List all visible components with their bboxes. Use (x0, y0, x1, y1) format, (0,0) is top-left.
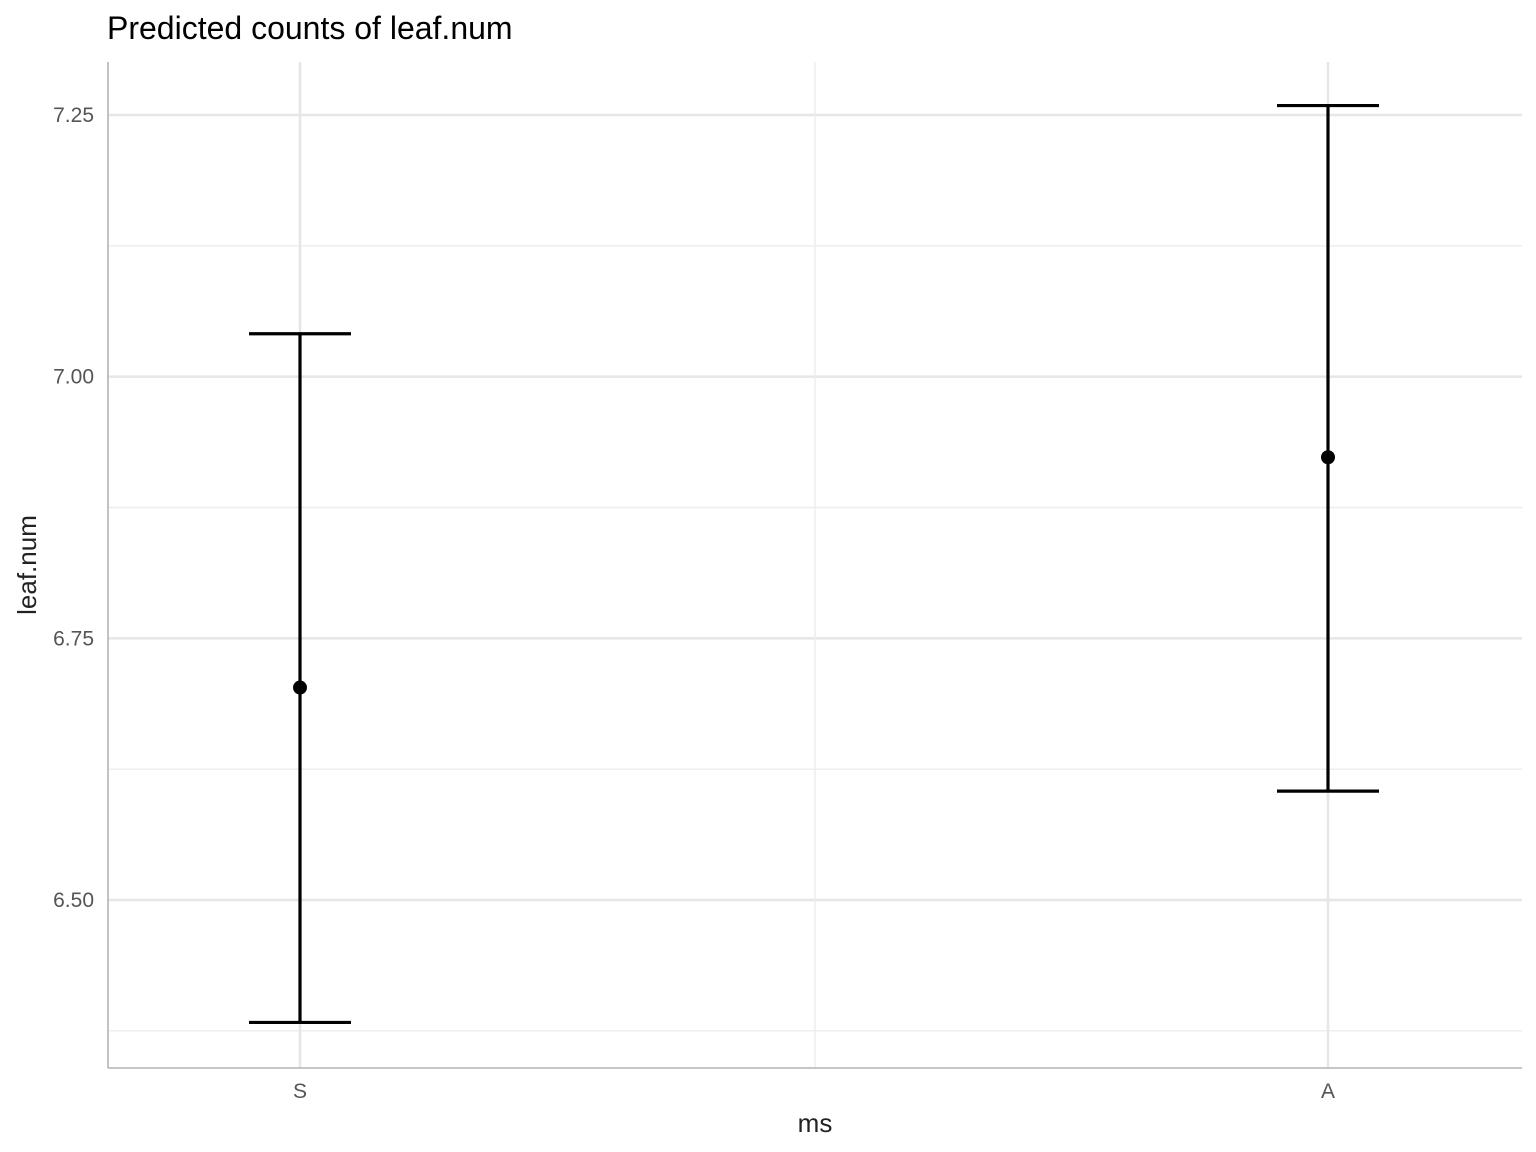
error-bars (249, 103, 1379, 1025)
y-tick-label: 7.25 (53, 104, 94, 127)
point-S (293, 680, 307, 695)
x-tick-label: S (293, 1080, 307, 1103)
axes (107, 62, 1522, 1069)
point-A (1321, 450, 1335, 465)
y-tick-labels: 6.50 6.75 7.00 7.25 (53, 104, 94, 912)
y-axis-title: leaf.num (12, 515, 42, 615)
grid (108, 62, 1522, 1068)
y-tick-label: 6.75 (53, 627, 94, 650)
chart-title: Predicted counts of leaf.num (107, 10, 513, 46)
x-tick-label: A (1321, 1080, 1335, 1103)
x-axis-title: ms (798, 1108, 833, 1138)
y-tick-label: 7.00 (53, 366, 94, 389)
y-tick-label: 6.50 (53, 889, 94, 912)
